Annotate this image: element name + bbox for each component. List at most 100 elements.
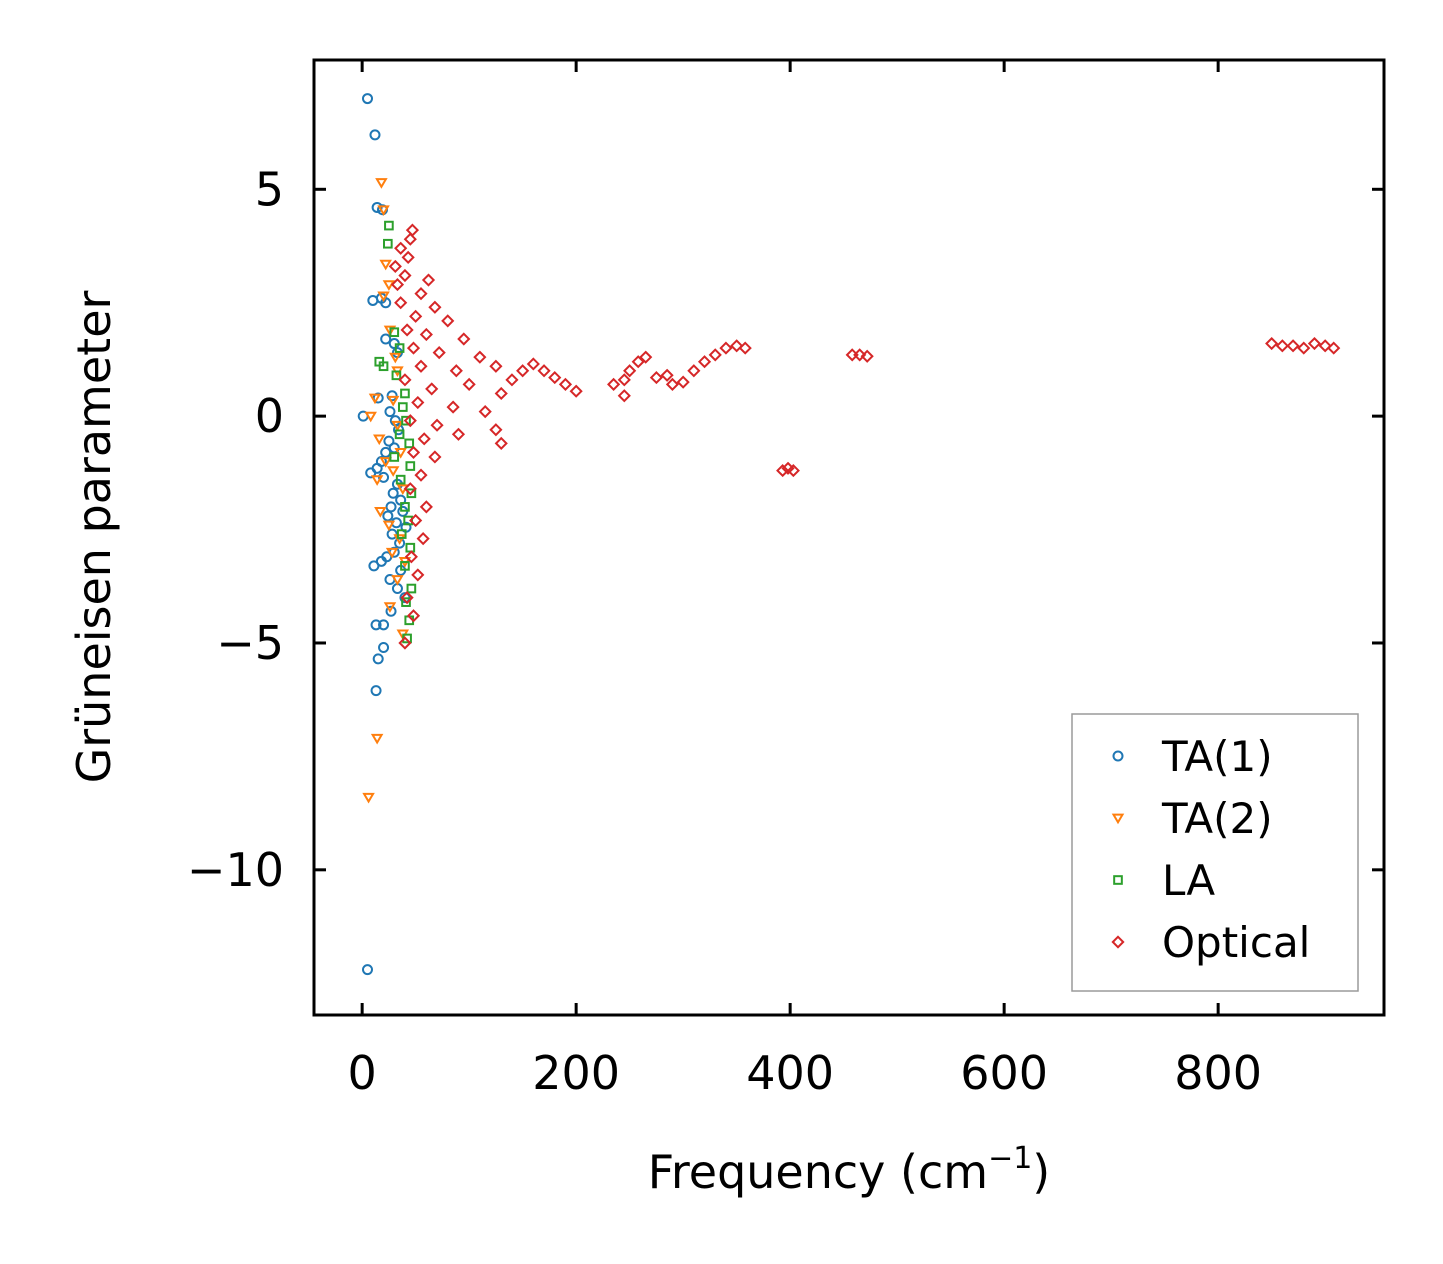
y-tick-label: 5	[255, 162, 284, 216]
data-point	[379, 457, 392, 468]
data-point	[1327, 341, 1341, 355]
legend-item: TA(1)	[1112, 732, 1273, 781]
data-point	[414, 359, 428, 373]
data-point	[385, 547, 399, 559]
data-point	[414, 287, 428, 301]
data-point	[389, 327, 400, 338]
y-tick-label: −5	[216, 616, 284, 670]
x-tick-label: 0	[348, 1046, 377, 1100]
data-point	[1297, 341, 1311, 355]
data-point	[569, 384, 583, 398]
data-point	[414, 468, 428, 482]
data-point	[362, 792, 375, 804]
data-point	[505, 373, 519, 387]
data-point	[526, 357, 540, 371]
data-point	[397, 402, 408, 412]
data-point	[403, 482, 417, 496]
data-point	[386, 390, 398, 402]
data-point	[385, 501, 397, 513]
data-point	[516, 364, 530, 378]
data-point	[377, 205, 390, 216]
data-point	[370, 685, 382, 697]
data-point	[400, 323, 414, 337]
data-point	[404, 438, 415, 449]
data-point	[462, 377, 476, 391]
data-point	[371, 201, 383, 213]
data-point	[405, 461, 416, 471]
data-point	[389, 352, 402, 364]
data-point	[409, 309, 423, 323]
data-point	[449, 364, 463, 378]
axis-ticks	[314, 60, 1384, 1015]
data-point	[400, 502, 410, 512]
data-point	[382, 280, 396, 291]
data-point	[389, 452, 400, 462]
data-point	[776, 463, 790, 478]
y-axis-title: Grüneisen parameter	[67, 290, 121, 783]
y-tick-label: 0	[255, 389, 284, 443]
data-point	[384, 406, 396, 418]
data-point	[432, 346, 446, 360]
data-point	[428, 300, 442, 314]
data-point	[378, 619, 390, 631]
data-point	[607, 377, 621, 391]
data-point	[374, 507, 387, 518]
data-point	[382, 510, 394, 522]
data-point	[665, 377, 680, 391]
data-point	[362, 93, 373, 105]
data-point	[451, 427, 466, 441]
x-tick-label: 400	[746, 1046, 834, 1100]
data-point	[385, 605, 397, 617]
data-point	[853, 348, 867, 362]
data-point	[478, 405, 492, 419]
legend-item: Optical	[1111, 918, 1310, 967]
data-point	[386, 395, 400, 407]
series-la	[374, 220, 417, 644]
data-point	[378, 471, 390, 483]
data-point	[617, 373, 631, 387]
data-point	[393, 534, 406, 545]
data-point	[400, 388, 410, 399]
data-point	[660, 368, 674, 382]
data-point	[786, 463, 800, 478]
data-point	[428, 450, 442, 464]
data-point	[368, 560, 380, 572]
data-point	[377, 291, 390, 303]
legend-item: TA(2)	[1111, 794, 1273, 843]
data-point	[421, 273, 436, 287]
data-point	[419, 327, 433, 342]
data-point	[401, 250, 415, 264]
x-tick-label: 600	[960, 1046, 1048, 1100]
data-point	[406, 341, 421, 355]
data-point	[391, 575, 404, 586]
data-point	[697, 355, 712, 369]
data-point	[708, 348, 722, 362]
data-points	[357, 93, 1341, 976]
data-point	[394, 296, 408, 310]
data-point	[416, 532, 430, 546]
data-point	[388, 259, 402, 274]
data-point	[403, 414, 417, 428]
data-point	[362, 964, 373, 976]
data-point	[419, 500, 433, 514]
data-point	[368, 393, 382, 405]
data-point	[400, 561, 410, 571]
data-point	[860, 349, 874, 363]
data-point	[386, 528, 398, 540]
data-point	[379, 259, 392, 271]
x-tick-label: 200	[532, 1046, 620, 1100]
data-point	[425, 382, 439, 396]
data-point	[1286, 339, 1300, 353]
data-point	[372, 653, 384, 665]
plot-frame	[312, 58, 1386, 1017]
data-point	[1265, 336, 1279, 351]
data-point	[395, 474, 406, 485]
data-point	[489, 423, 503, 437]
legend: TA(1) TA(2) LA Optical	[1071, 713, 1359, 992]
data-point	[370, 475, 384, 486]
data-point	[378, 361, 389, 372]
data-point	[406, 445, 421, 460]
data-point	[617, 389, 631, 403]
series-optical	[388, 223, 1341, 650]
